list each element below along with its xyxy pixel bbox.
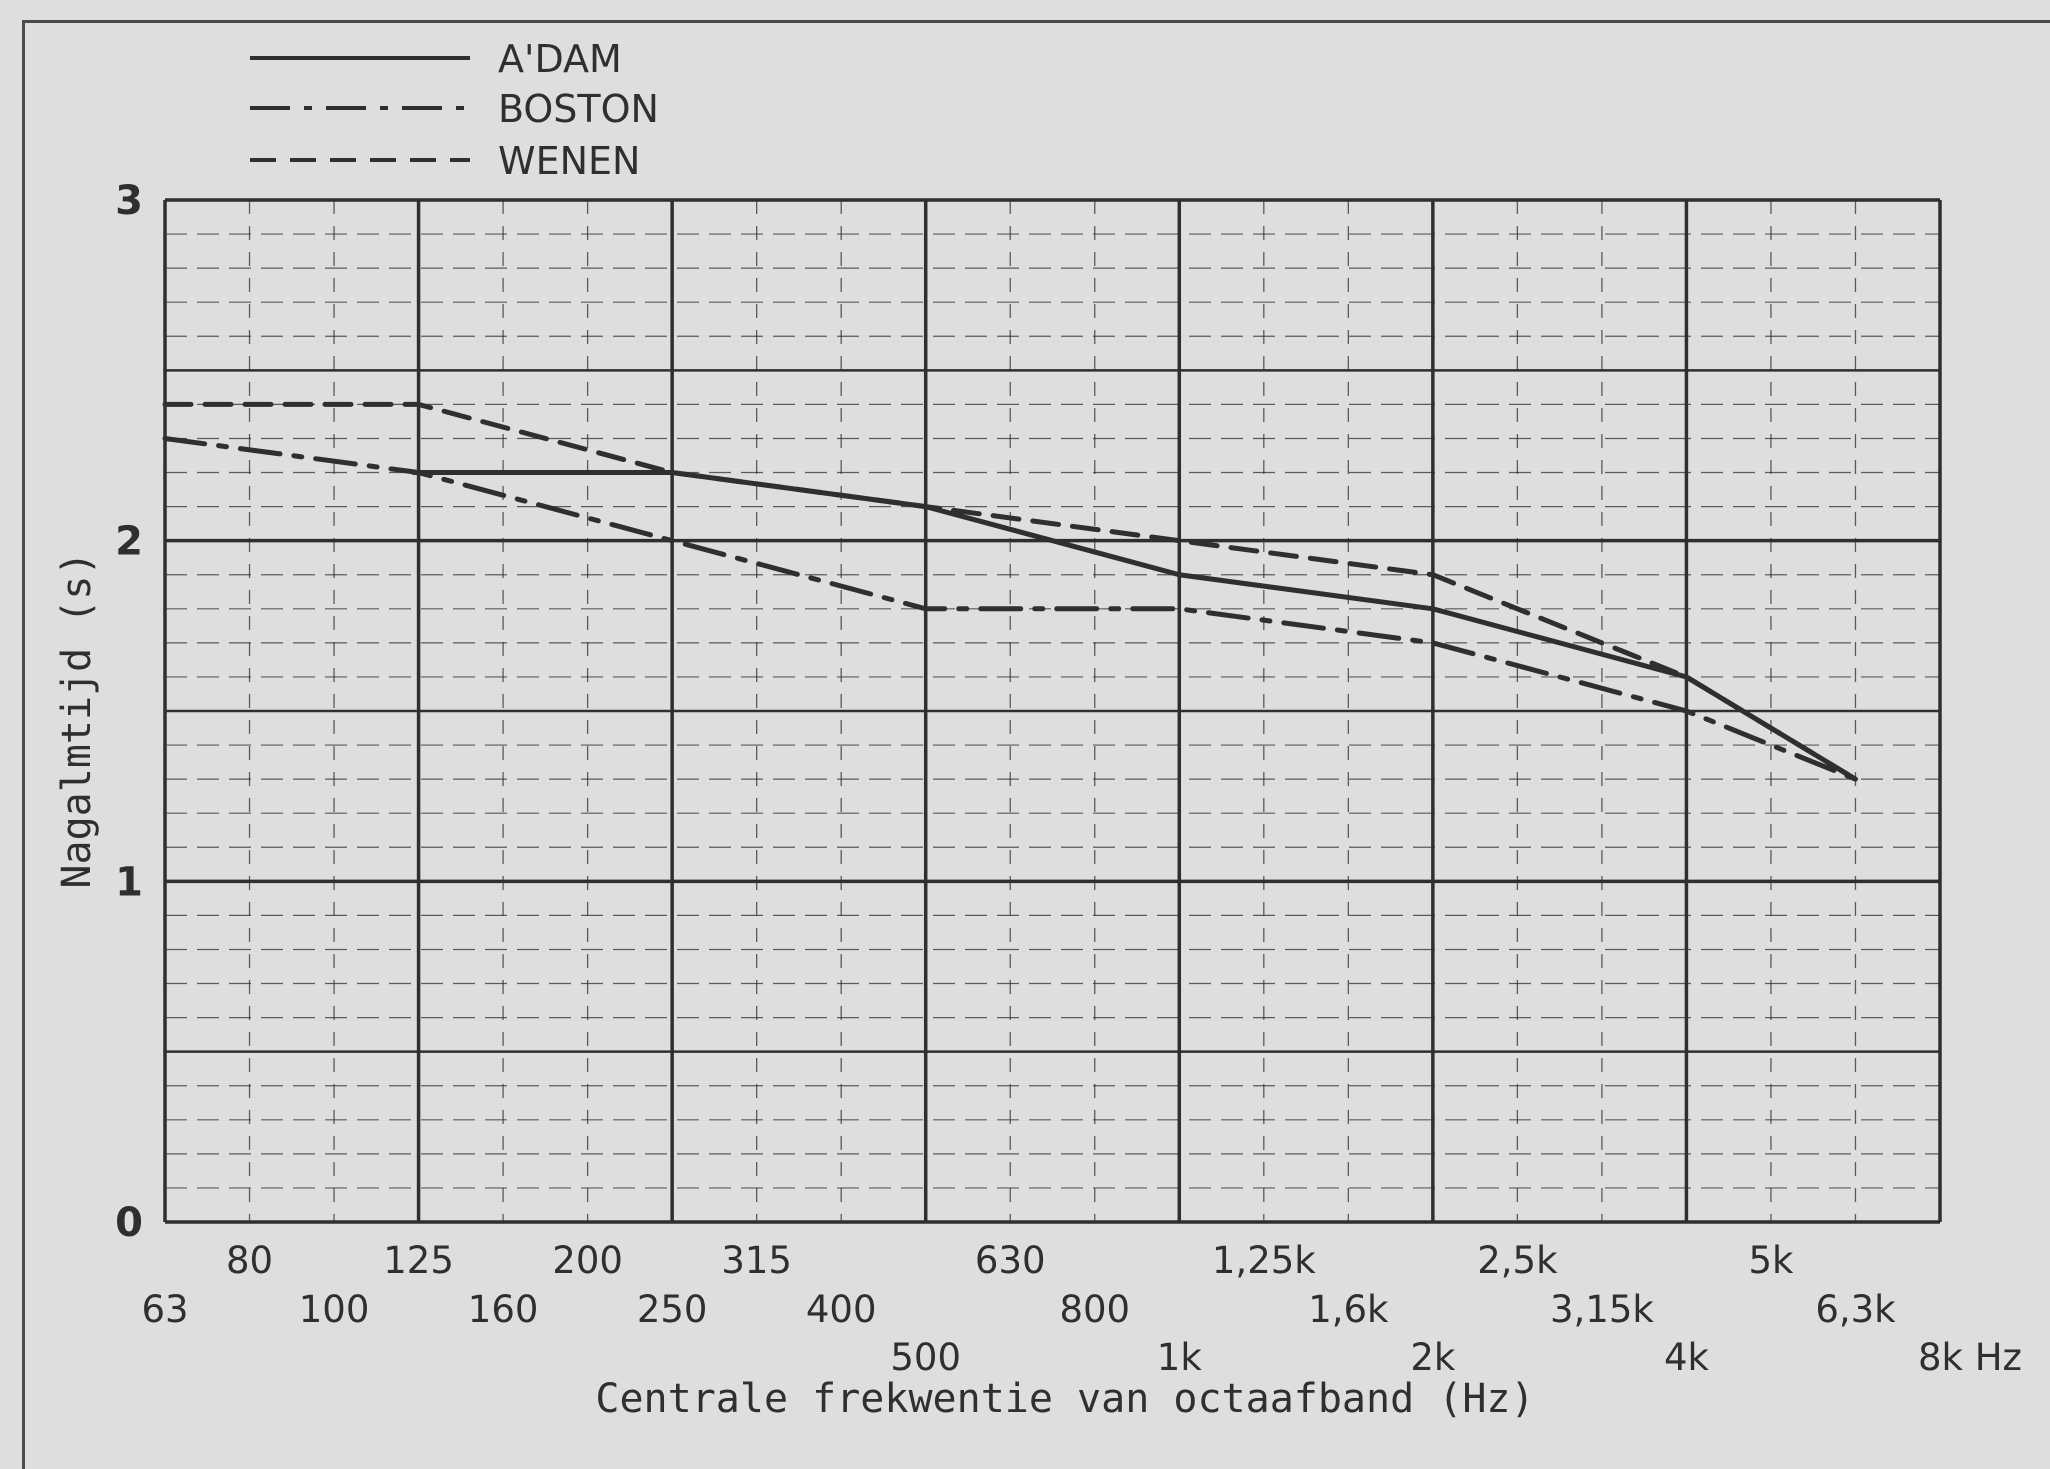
x-tick-label: 3,15k <box>1550 1288 1654 1331</box>
series-lines <box>162 401 1858 782</box>
x-tick-label: 400 <box>806 1288 877 1331</box>
x-tick-label: 2k <box>1410 1336 1456 1379</box>
x-tick-label: 5k <box>1748 1239 1794 1282</box>
x-tick-label: 1,6k <box>1308 1288 1389 1331</box>
grid-major <box>163 198 1942 1224</box>
x-tick-label: 100 <box>299 1288 370 1331</box>
x-tick-label: 500 <box>890 1336 961 1379</box>
tick-labels: 0 1 2 3 80 125 200 315 630 1,25k 2,5k 5k 63 100 160 250… <box>115 178 2022 1379</box>
x-tick-label: 125 <box>383 1239 454 1282</box>
x-tick-label: 315 <box>721 1239 792 1282</box>
series-line-wenen <box>162 401 1858 782</box>
x-tick-label: 1k <box>1157 1336 1203 1379</box>
series-line-adam <box>411 470 1858 782</box>
y-tick-label: 3 <box>115 178 143 224</box>
legend-label-boston: BOSTON <box>498 87 659 131</box>
legend-label-wenen: WENEN <box>498 139 640 183</box>
legend-label-adam: A'DAM <box>498 37 622 81</box>
x-tick-label: 2,5k <box>1477 1239 1558 1282</box>
y-tick-label: 0 <box>115 1200 143 1246</box>
x-axis-label: Centrale frekwentie van octaafband (Hz) <box>595 1376 1534 1422</box>
x-tick-label: 630 <box>975 1239 1046 1282</box>
y-axis-label: Nagalmtijd (s) <box>54 551 100 888</box>
chart-frame <box>22 20 2050 1469</box>
legend: A'DAM BOSTON WENEN <box>250 37 659 183</box>
x-tick-label: 250 <box>637 1288 708 1331</box>
x-tick-label: 63 <box>141 1288 188 1331</box>
x-tick-label: 80 <box>226 1239 273 1282</box>
y-tick-label: 2 <box>115 519 143 565</box>
y-tick-label: 1 <box>115 859 143 905</box>
x-tick-label: 6,3k <box>1815 1288 1896 1331</box>
x-tick-label: 1,25k <box>1212 1239 1316 1282</box>
x-tick-label: 160 <box>468 1288 539 1331</box>
x-tick-label: 800 <box>1059 1288 1130 1331</box>
x-tick-label: 200 <box>552 1239 623 1282</box>
x-tick-label: 4k <box>1664 1336 1710 1379</box>
x-tick-label: 8k Hz <box>1918 1336 2022 1379</box>
